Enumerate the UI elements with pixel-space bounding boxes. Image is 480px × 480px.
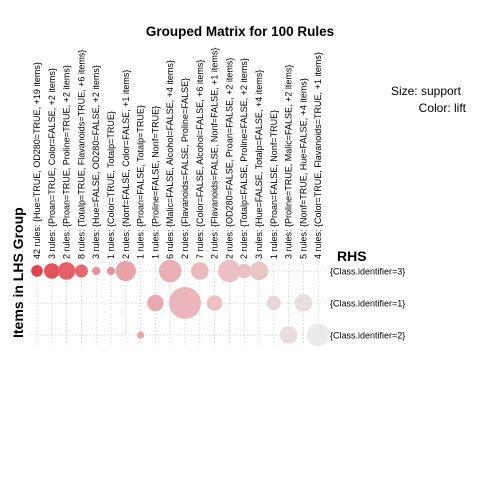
rhs-label: {Class.identifier=1} <box>330 299 405 309</box>
lhs-group-label: 4 rules: {Color=TRUE, Flavanoids=TRUE, +… <box>313 52 323 259</box>
rhs-label: {Class.identifier=3} <box>330 267 405 277</box>
lhs-group-label: 2 rules: {Flavanoids=FALSE, Proline=FALS… <box>180 78 190 259</box>
balloon-point <box>31 265 43 277</box>
lhs-group-label: 2 rules: {Proan=TRUE, Proline=TRUE, +2 i… <box>62 65 72 259</box>
legend-color-label: Color: lift <box>419 101 467 115</box>
y-axis-title: RHS <box>337 248 367 264</box>
lhs-group-label: 42 rules: {Hue=TRUE, OD280=TRUE, +19 ite… <box>32 62 42 259</box>
balloon-point <box>137 331 145 339</box>
rhs-labels: {Class.identifier=3} {Class.identifier=1}… <box>330 267 405 341</box>
lhs-group-label: 2 rules: {Nonf=FALSE, Color=FALSE, +1 it… <box>121 70 131 259</box>
lhs-group-label: 2 rules: {OD280=FALSE, Proan=FALSE, +2 i… <box>224 58 234 259</box>
lhs-group-label: 6 rules: {Malic=FALSE, Alcohol=FALSE, +4… <box>165 60 175 259</box>
balloon-point <box>206 295 223 311</box>
balloon-point <box>106 266 116 276</box>
lhs-group-label: 3 rules: {Proan=TRUE, Color=FALSE, +2 it… <box>47 68 57 259</box>
balloon-point <box>158 259 182 283</box>
lhs-group-label: 5 rules: {Nonf=TRUE, Hue=FALSE, +4 items… <box>298 78 308 259</box>
lhs-group-label: 8 rules: {Totalp=TRUE, Flavanoids=TRUE, … <box>76 50 86 259</box>
lhs-group-label: 1 rules: {Proan=FALSE, Totalp=TRUE} <box>136 105 146 259</box>
balloon-point <box>266 295 281 311</box>
chart-title: Grouped Matrix for 100 Rules <box>146 24 334 39</box>
balloon-point <box>279 326 298 344</box>
balloon-point <box>147 294 164 312</box>
balloon-point <box>74 264 88 278</box>
lhs-group-label: 3 rules: {Hue=FALSE, OD280=FALSE, +2 ite… <box>91 65 101 259</box>
lhs-group-label: 2 rules: {Flavanoids=FALSE, Nonf=FALSE, … <box>210 48 220 259</box>
x-axis-title: Items in LHS Group <box>10 207 26 338</box>
lhs-group-labels: 42 rules: {Hue=TRUE, OD280=TRUE, +19 ite… <box>32 48 323 259</box>
balloon-point <box>57 262 76 280</box>
balloon-point <box>191 262 209 280</box>
balloon-point <box>237 263 252 279</box>
balloon-point <box>306 323 330 347</box>
rhs-label: {Class.identifier=2} <box>330 331 405 341</box>
lhs-group-label: 1 rules: {Color=TRUE, Totalp=TRUE} <box>106 111 116 259</box>
lhs-group-label: 3 rules: {Proline=TRUE, Malic=FALSE, +2 … <box>284 65 294 259</box>
lhs-group-label: 2 rules: {Totalp=FALSE, Proline=FALSE, +… <box>239 58 249 259</box>
balloon-point <box>44 263 60 279</box>
balloon-point <box>169 287 201 319</box>
balloon-point <box>294 294 313 312</box>
balloon-point <box>249 261 269 281</box>
balloon-point <box>115 260 136 282</box>
lhs-group-label: 7 rules: {Color=FALSE, Alcohol=FALSE, +6… <box>195 60 205 259</box>
balloon-point <box>218 259 241 283</box>
lhs-group-label: 1 rules: {Proan=FALSE, Nonf=TRUE} <box>269 110 279 259</box>
balloon-point <box>92 266 101 276</box>
balloons <box>31 259 330 347</box>
lhs-group-label: 3 rules: {Hue=FALSE, Totalp=FALSE, +4 it… <box>254 70 264 259</box>
lhs-group-label: 1 rules: {Proline=FALSE, Nonf=TRUE} <box>150 106 160 259</box>
legend-size-label: Size: support <box>391 84 462 98</box>
